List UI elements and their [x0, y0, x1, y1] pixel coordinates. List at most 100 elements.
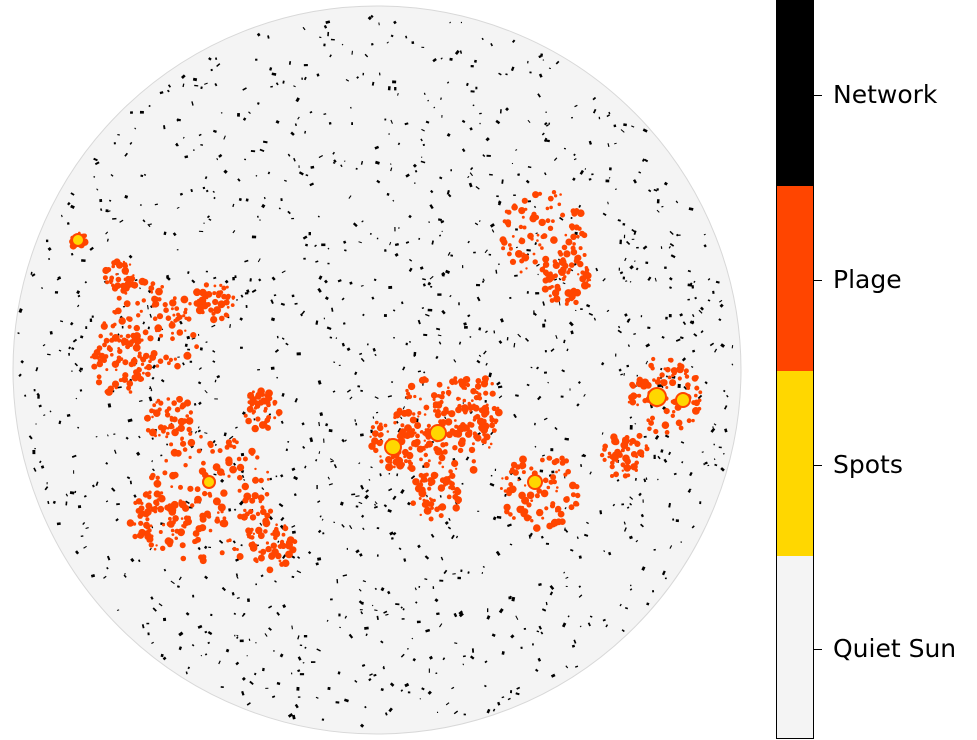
plage-feature	[467, 429, 473, 435]
network-feature	[304, 465, 307, 469]
network-feature	[471, 648, 475, 653]
plage-feature	[149, 474, 155, 481]
plage-feature	[180, 555, 187, 562]
plage-feature	[459, 427, 464, 432]
network-feature	[633, 179, 637, 184]
plage-feature	[175, 363, 179, 367]
network-feature	[256, 215, 259, 218]
plage-feature	[116, 284, 119, 287]
plage-feature	[246, 532, 252, 537]
plage-feature	[172, 471, 179, 479]
network-feature	[641, 158, 645, 162]
plage-feature	[564, 233, 568, 237]
plage-feature	[526, 502, 532, 508]
plage-feature	[192, 540, 196, 544]
plage-feature	[644, 446, 650, 452]
network-feature	[329, 458, 333, 461]
network-feature	[668, 451, 672, 456]
network-feature	[668, 246, 671, 249]
network-feature	[99, 199, 103, 203]
network-feature	[82, 522, 86, 526]
network-feature	[544, 122, 548, 126]
plage-feature	[170, 336, 175, 342]
network-feature	[473, 251, 476, 254]
network-feature	[478, 327, 482, 331]
network-feature	[197, 429, 202, 433]
network-feature	[646, 602, 650, 606]
network-feature	[185, 671, 188, 675]
network-feature	[276, 611, 280, 616]
network-feature	[92, 484, 95, 488]
plage-feature	[91, 363, 98, 370]
network-feature	[438, 341, 442, 345]
network-feature	[535, 292, 540, 295]
plage-feature	[534, 493, 540, 499]
plage-feature	[667, 375, 672, 380]
plage-feature	[423, 452, 428, 458]
network-feature	[436, 612, 440, 616]
network-feature	[645, 477, 648, 481]
plage-feature	[157, 297, 162, 302]
network-feature	[645, 261, 649, 264]
plage-feature	[270, 542, 277, 549]
network-feature	[624, 606, 629, 610]
network-feature	[56, 522, 61, 526]
network-feature	[204, 630, 208, 634]
network-feature	[498, 395, 503, 399]
plage-feature	[266, 566, 274, 574]
network-feature	[430, 285, 433, 288]
plage-feature	[186, 426, 192, 433]
network-feature	[380, 640, 384, 644]
network-feature	[389, 163, 392, 165]
network-feature	[370, 43, 374, 46]
network-feature	[360, 160, 364, 165]
network-feature	[505, 73, 508, 76]
network-feature	[231, 592, 235, 596]
plage-feature	[162, 302, 168, 308]
plage-feature	[203, 282, 209, 288]
plage-feature	[551, 459, 558, 466]
plage-feature	[237, 488, 242, 493]
network-feature	[284, 179, 287, 182]
plage-feature	[190, 503, 195, 508]
network-feature	[439, 234, 442, 237]
network-feature	[358, 241, 362, 244]
plage-feature	[602, 457, 607, 462]
plage-feature	[198, 467, 207, 475]
plage-feature	[249, 514, 257, 521]
network-feature	[563, 571, 566, 574]
plage-feature	[428, 516, 434, 522]
network-feature	[643, 435, 647, 438]
network-feature	[441, 230, 443, 233]
network-feature	[83, 545, 87, 549]
network-feature	[319, 36, 322, 39]
network-feature	[423, 333, 428, 337]
network-feature	[200, 654, 203, 657]
network-feature	[93, 175, 96, 178]
network-feature	[513, 194, 516, 196]
network-feature	[281, 270, 286, 274]
network-feature	[543, 137, 548, 142]
network-feature	[287, 440, 290, 443]
plage-feature	[554, 286, 558, 290]
plage-feature	[627, 400, 631, 404]
plage-feature	[419, 457, 423, 462]
network-feature	[149, 223, 152, 226]
network-feature	[439, 623, 443, 628]
plage-feature	[143, 491, 149, 497]
plage-feature	[442, 478, 450, 486]
plage-feature	[447, 475, 451, 479]
network-feature	[648, 189, 652, 193]
network-feature	[299, 673, 305, 676]
network-feature	[642, 128, 648, 133]
network-feature	[481, 280, 485, 283]
plage-feature	[253, 406, 258, 410]
network-feature	[388, 707, 393, 713]
network-feature	[495, 119, 501, 125]
network-feature	[428, 655, 433, 660]
network-feature	[450, 169, 452, 172]
plage-feature	[98, 352, 106, 360]
network-feature	[629, 280, 632, 283]
network-feature	[154, 203, 158, 206]
plage-feature	[199, 288, 207, 297]
